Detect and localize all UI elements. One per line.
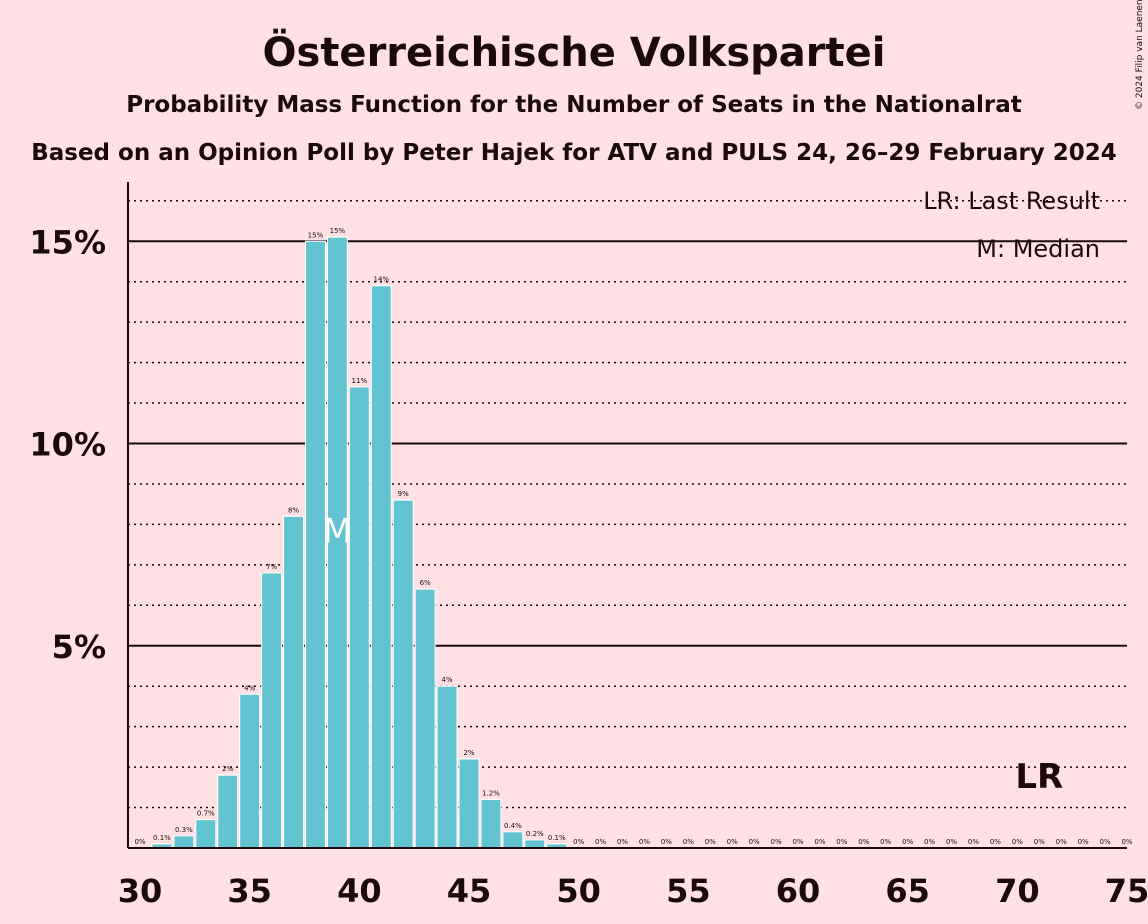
bar-label-seat-59: 0% [771,838,782,846]
bar-label-seat-72: 0% [1056,838,1067,846]
bar-label-seat-42: 9% [398,490,409,498]
bar-label-seat-35: 4% [244,684,255,692]
bar-label-seat-49: 0.1% [548,834,566,842]
bar-label-seat-75: 0% [1121,838,1132,846]
bar-label-seat-44: 4% [442,676,453,684]
bar-label-seat-48: 0.2% [526,830,544,838]
bar-label-seat-55: 0% [683,838,694,846]
last-result-marker: LR [1015,757,1063,797]
legend-last-result: LR: Last Result [923,187,1100,215]
bar-label-seat-56: 0% [705,838,716,846]
tick-labels: 30 35 40 45 50 55 60 65 70 75 5% 10% 15% [29,223,1148,910]
bar-seat-48 [524,839,546,849]
bar-label-seat-38: 15% [308,231,324,239]
legend-median: M: Median [976,235,1100,263]
bar-label-seat-40: 11% [352,377,368,385]
bar-seat-45 [458,758,480,849]
y-tick-label-15: 15% [29,223,106,261]
bar-label-seat-36: 7% [266,563,277,571]
bar-seat-44 [436,685,458,849]
x-tick-label-35: 35 [227,872,272,910]
bar-label-seat-46: 1.2% [482,789,500,797]
bar-label-seat-65: 0% [902,838,913,846]
x-tick-label-65: 65 [885,872,930,910]
bar-label-seat-64: 0% [880,838,891,846]
bar-label-seat-33: 0.7% [197,810,215,818]
bar-label-seat-37: 8% [288,506,299,514]
bar-label-seat-53: 0% [639,838,650,846]
bar-label-seat-62: 0% [836,838,847,846]
bar-seat-41 [370,285,392,849]
bar-label-seat-32: 0.3% [175,826,193,834]
bar-label-seat-31: 0.1% [153,834,171,842]
bar-seat-46 [480,798,502,849]
bar-label-seat-54: 0% [661,838,672,846]
y-tick-label-5: 5% [52,628,106,666]
bar-label-seat-69: 0% [990,838,1001,846]
bar-label-seat-63: 0% [858,838,869,846]
bar-label-seat-30: 0% [134,838,145,846]
bar-seat-43 [414,588,436,849]
x-tick-label-40: 40 [337,872,382,910]
bar-label-seat-52: 0% [617,838,628,846]
bar-seat-47 [502,831,524,849]
axes [127,182,1127,849]
bar-label-seat-43: 6% [420,579,431,587]
bar-labels: 0% 0.1% 0.3% 0.7% 2% 4% 7% 8% 15% 15% 11% 14% 9% 6% 4%… [134,227,1132,846]
bar-label-seat-41: 14% [373,276,389,284]
bars [151,236,568,849]
bar-label-seat-34: 2% [222,765,233,773]
bar-label-seat-71: 0% [1034,838,1045,846]
bar-seat-35 [239,693,261,849]
bar-label-seat-47: 0.4% [504,822,522,830]
bar-seat-42 [392,499,414,849]
copyright-text: © 2024 Filip van Laenen [1135,0,1145,110]
bar-label-seat-51: 0% [595,838,606,846]
chart-title: Österreichische Volkspartei [263,28,886,76]
bar-seat-40 [348,386,370,849]
chart-subtitle: Probability Mass Function for the Number… [126,92,1022,118]
bar-label-seat-45: 2% [463,749,474,757]
x-tick-label-70: 70 [995,872,1040,910]
bar-label-seat-68: 0% [968,838,979,846]
bar-label-seat-61: 0% [814,838,825,846]
bar-label-seat-50: 0% [573,838,584,846]
bar-seat-37 [283,515,305,849]
x-tick-label-50: 50 [556,872,601,910]
y-tick-label-10: 10% [29,426,106,464]
bar-label-seat-39: 15% [330,227,346,235]
x-tick-label-55: 55 [666,872,711,910]
median-marker: M [323,512,352,552]
bar-label-seat-58: 0% [749,838,760,846]
bar-label-seat-67: 0% [946,838,957,846]
chart-subtitle-source: Based on an Opinion Poll by Peter Hajek … [31,140,1117,166]
x-tick-label-30: 30 [118,872,163,910]
bar-label-seat-60: 0% [792,838,803,846]
bar-label-seat-70: 0% [1012,838,1023,846]
bar-label-seat-73: 0% [1078,838,1089,846]
bar-label-seat-74: 0% [1100,838,1111,846]
markers: M LR [323,512,1063,797]
bar-label-seat-66: 0% [924,838,935,846]
bar-label-seat-57: 0% [727,838,738,846]
bar-seat-36 [261,572,283,849]
bar-seat-32 [173,835,195,849]
x-tick-label-45: 45 [447,872,492,910]
x-tick-label-75: 75 [1105,872,1148,910]
bar-seat-34 [217,774,239,849]
grid [128,200,1127,809]
bar-seat-33 [195,819,217,849]
x-tick-label-60: 60 [776,872,821,910]
